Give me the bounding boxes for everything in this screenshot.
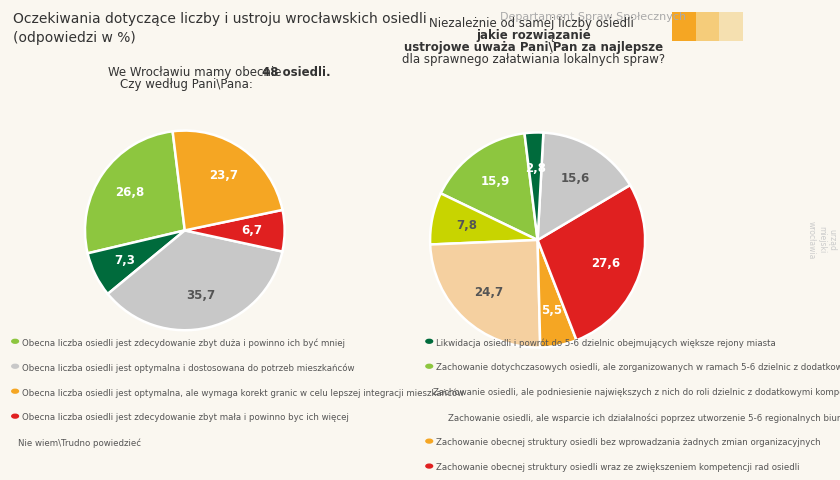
Text: (odpowiedzi w %): (odpowiedzi w %) — [13, 31, 135, 45]
Text: dla sprawnego załatwiania lokalnych spraw?: dla sprawnego załatwiania lokalnych spra… — [402, 53, 665, 66]
Wedge shape — [85, 132, 185, 253]
Wedge shape — [173, 131, 282, 230]
Wedge shape — [441, 133, 538, 240]
Wedge shape — [538, 240, 576, 348]
Text: Zachowanie osiedli, ale wsparcie ich działalności poprzez utworzenie 5-6 regiona: Zachowanie osiedli, ale wsparcie ich dzi… — [448, 413, 840, 423]
Text: Likwidacja osiedli i powrót do 5-6 dzielnic obejmujących większe rejony miasta: Likwidacja osiedli i powrót do 5-6 dziel… — [436, 338, 775, 348]
Wedge shape — [538, 132, 630, 240]
Text: 48 osiedli.: 48 osiedli. — [262, 66, 331, 79]
Text: 7,3: 7,3 — [114, 253, 135, 267]
Wedge shape — [108, 230, 282, 330]
Wedge shape — [430, 193, 538, 244]
Text: Departament Spraw Społecznych: Departament Spraw Społecznych — [500, 12, 686, 22]
Text: Niezależnie od samej liczby osiedli: Niezależnie od samej liczby osiedli — [429, 17, 638, 30]
Wedge shape — [185, 210, 285, 252]
Text: jakie rozwiązanie: jakie rozwiązanie — [476, 29, 591, 42]
Text: Obecna liczba osiedli jest optymalna, ale wymaga korekt granic w celu lepszej in: Obecna liczba osiedli jest optymalna, al… — [22, 388, 464, 398]
Text: Nie wiem\Trudno powiedzieć: Nie wiem\Trudno powiedzieć — [18, 438, 141, 448]
Text: ustrojowe uważa Pani\Pan za najlepsze: ustrojowe uważa Pani\Pan za najlepsze — [404, 41, 663, 54]
Text: Obecna liczba osiedli jest zdecydowanie zbyt mała i powinno byc ich więcej: Obecna liczba osiedli jest zdecydowanie … — [22, 413, 349, 422]
Wedge shape — [87, 230, 185, 294]
Text: 5,5: 5,5 — [541, 304, 562, 317]
Text: Zachowanie dotychczasowych osiedli, ale zorganizowanych w ramach 5-6 dzielnic z : Zachowanie dotychczasowych osiedli, ale … — [436, 363, 840, 372]
Text: 23,7: 23,7 — [209, 169, 239, 182]
Text: Obecna liczba osiedli jest zdecydowanie zbyt duża i powinno ich być mniej: Obecna liczba osiedli jest zdecydowanie … — [22, 338, 345, 348]
Text: 26,8: 26,8 — [115, 186, 144, 199]
Text: Oczekiwania dotyczące liczby i ustroju wrocławskich osiedli: Oczekiwania dotyczące liczby i ustroju w… — [13, 12, 427, 26]
Text: Zachowanie obecnej struktury osiedli wraz ze zwiększeniem kompetencji rad osiedl: Zachowanie obecnej struktury osiedli wra… — [436, 463, 800, 472]
Text: 35,7: 35,7 — [186, 289, 215, 302]
Text: Zachowanie osiedli, ale podniesienie największych z nich do roli dzielnic z doda: Zachowanie osiedli, ale podniesienie naj… — [433, 388, 840, 397]
Text: 6,7: 6,7 — [241, 224, 262, 237]
Text: 2,8: 2,8 — [525, 161, 546, 175]
Text: urząd
miejski
wrocławia: urząd miejski wrocławia — [806, 221, 837, 259]
Text: 27,6: 27,6 — [591, 257, 620, 270]
Text: 15,9: 15,9 — [481, 175, 510, 188]
Wedge shape — [430, 240, 540, 348]
Text: Obecna liczba osiedli jest optymalna i dostosowana do potrzeb mieszkańców: Obecna liczba osiedli jest optymalna i d… — [22, 363, 354, 373]
Wedge shape — [524, 132, 543, 240]
Text: We Wrocławiu mamy obecnie: We Wrocławiu mamy obecnie — [108, 66, 285, 79]
Text: Czy według Pani\Pana:: Czy według Pani\Pana: — [120, 78, 253, 91]
Text: 24,7: 24,7 — [474, 286, 503, 299]
Wedge shape — [538, 185, 645, 340]
Text: 15,6: 15,6 — [560, 172, 590, 185]
Text: 7,8: 7,8 — [457, 219, 478, 232]
Text: Zachowanie obecnej struktury osiedli bez wprowadzania żadnych zmian organizacyjn: Zachowanie obecnej struktury osiedli bez… — [436, 438, 821, 447]
